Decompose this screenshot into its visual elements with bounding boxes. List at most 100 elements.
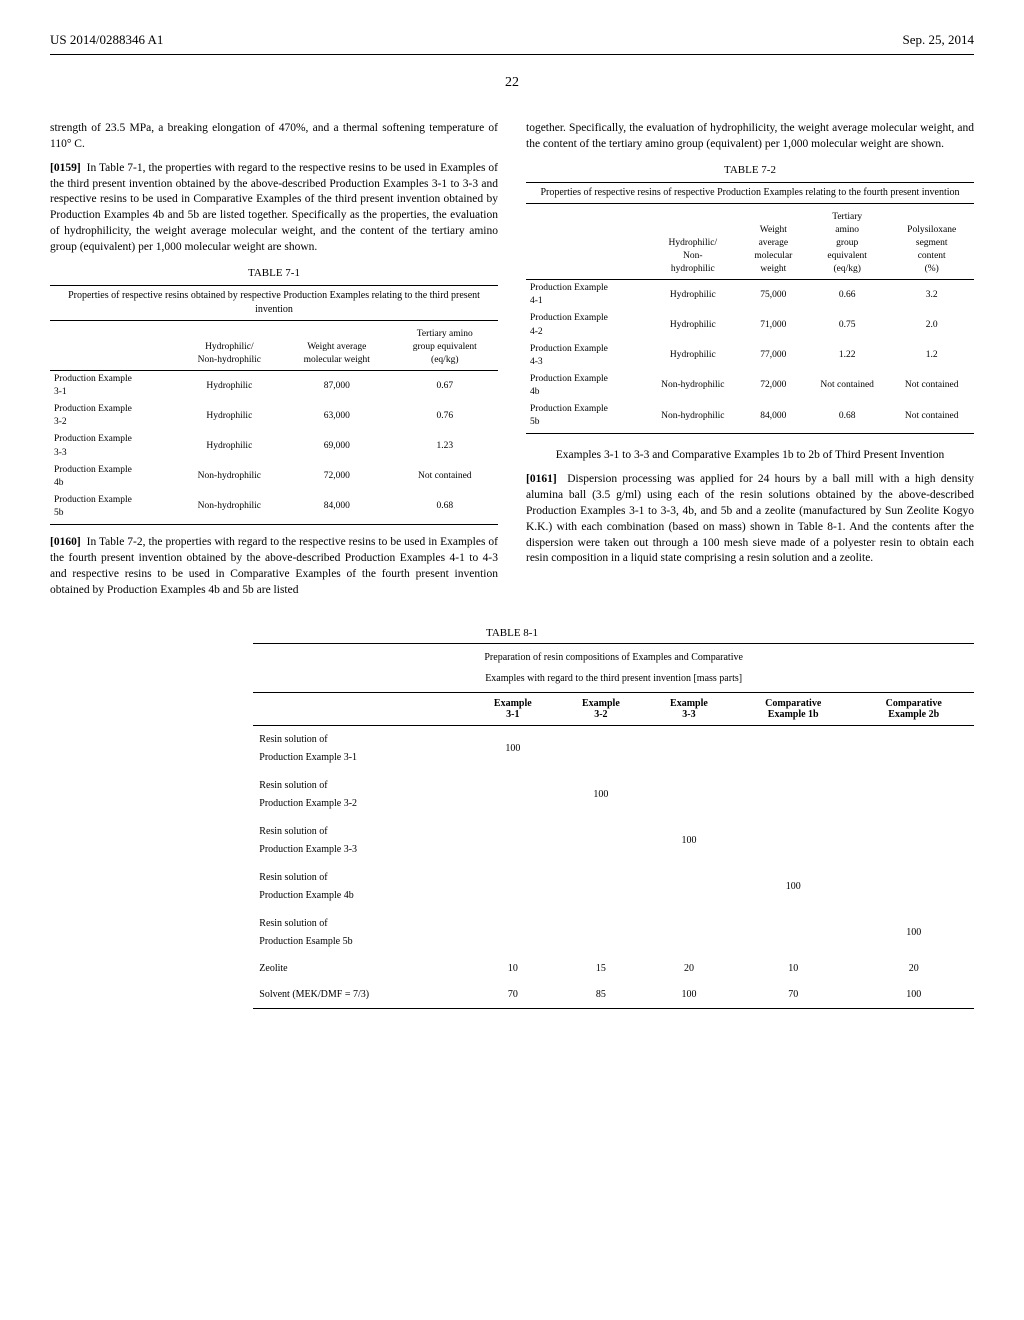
table-cell: 3.2 [889,280,974,311]
table-cell [645,725,733,772]
table-cell: 84,000 [282,492,392,525]
para-num: [0159] [50,162,81,174]
table-cell: Production Example4-2 [526,310,644,340]
table-row: Production Example4bNon-hydrophilic72,00… [50,462,498,492]
para-text: In Table 7-2, the properties with regard… [50,536,498,596]
table-cell: 0.75 [805,310,890,340]
para-text: Dispersion processing was applied for 24… [526,473,974,564]
table-cell: Resin solution ofProduction Example 3-3 [253,818,469,864]
table-cell: Not contained [889,401,974,434]
table-cell [733,725,853,772]
col-2: Weight average molecular weight [282,325,392,371]
publication-date: Sep. 25, 2014 [903,32,975,48]
table-cell: Non-hydrophilic [177,462,282,492]
left-column: strength of 23.5 MPa, a breaking elongat… [50,121,498,607]
table-cell [853,725,974,772]
table-cell: Resin solution ofProduction Example 4b [253,864,469,910]
table-cell [469,864,557,910]
table-cell: 0.68 [392,492,498,525]
table-cell: 10 [469,956,557,982]
para-0161: [0161] Dispersion processing was applied… [526,472,974,567]
table-cell [853,818,974,864]
col-3: Tertiary amino group equivalent (eq/kg) [805,208,890,280]
table-cell: 100 [557,772,645,818]
col-2: Weight average molecular weight [742,208,805,280]
running-header: US 2014/0288346 A1 Sep. 25, 2014 [50,32,974,48]
table-cell [853,864,974,910]
table-cell [645,772,733,818]
table-cell: 1.23 [392,431,498,461]
table-cell: 0.68 [805,401,890,434]
para-num: [0161] [526,473,557,485]
table-cell: 69,000 [282,431,392,461]
table-cell [557,818,645,864]
table-cell: 100 [645,818,733,864]
table-cell: Not contained [392,462,498,492]
table-cell: 63,000 [282,401,392,431]
table-cell: Hydrophilic [177,431,282,461]
table-cell: 2.0 [889,310,974,340]
table-cell: 72,000 [282,462,392,492]
table-8-1-caption: TABLE 8-1 [50,627,974,639]
table-cell: Resin solution ofProduction Example 3-1 [253,725,469,772]
table-cell: Non-hydrophilic [177,492,282,525]
col-1: Example 3-1 [469,692,557,725]
table-cell: 0.76 [392,401,498,431]
header-rule [50,54,974,55]
table-cell: Hydrophilic [644,280,742,311]
table-cell [469,818,557,864]
table-row: Production Example3-2Hydrophilic63,0000.… [50,401,498,431]
table-cell: 1.2 [889,341,974,371]
table-cell: Solvent (MEK/DMF = 7/3) [253,982,469,1009]
body-columns: strength of 23.5 MPa, a breaking elongat… [50,121,974,607]
table-cell [733,818,853,864]
para-text: In Table 7-1, the properties with regard… [50,162,498,253]
table-cell [557,864,645,910]
table-row: Production Example3-3Hydrophilic69,0001.… [50,431,498,461]
table-cell: 71,000 [742,310,805,340]
table-7-1-sub: Properties of respective resins obtained… [50,285,498,321]
table-row: Production Example4-1Hydrophilic75,0000.… [526,280,974,311]
para-0159: [0159] In Table 7-1, the properties with… [50,161,498,256]
col-4: Polysiloxane segment content (%) [889,208,974,280]
table-cell: Production Example5b [50,492,177,525]
table-cell: 85 [557,982,645,1009]
table-cell: 20 [645,956,733,982]
table-cell: Hydrophilic [177,370,282,401]
col-0 [526,208,644,280]
table-8-1: Preparation of resin compositions of Exa… [253,643,974,1009]
table-row: Production Example3-1Hydrophilic87,0000.… [50,370,498,401]
table-cell: 70 [733,982,853,1009]
page-number: 22 [50,75,974,91]
table-8-1-sub1: Preparation of resin compositions of Exa… [253,643,974,668]
table-row: Production Example4bNon-hydrophilic72,00… [526,371,974,401]
table-cell: Non-hydrophilic [644,401,742,434]
table-cell: Not contained [889,371,974,401]
table-cell [733,772,853,818]
table-cell: 75,000 [742,280,805,311]
table-row: Production Example5bNon-hydrophilic84,00… [50,492,498,525]
table-cell: Production Example4b [526,371,644,401]
table-cell: Production Example3-2 [50,401,177,431]
table-7-1: Hydrophilic/ Non-hydrophilic Weight aver… [50,325,498,525]
col-1: Hydrophilic/ Non- hydrophilic [644,208,742,280]
table-cell: Hydrophilic [177,401,282,431]
table-cell: 20 [853,956,974,982]
table-8-1-wrap: TABLE 8-1 Preparation of resin compositi… [50,627,974,1009]
table-cell: Production Example4b [50,462,177,492]
table-row: Resin solution ofProduction Example 3-3 1… [253,818,974,864]
table-cell: Resin solution ofProduction Esample 5b [253,910,469,956]
section-heading: Examples 3-1 to 3-3 and Comparative Exam… [526,448,974,464]
table-row: Production Example4-2Hydrophilic71,0000.… [526,310,974,340]
table-row: Resin solution ofProduction Example 4b10… [253,864,974,910]
table-cell [557,725,645,772]
table-cell: 70 [469,982,557,1009]
table-cell: Non-hydrophilic [644,371,742,401]
table-row: Zeolite1015201020 [253,956,974,982]
table-row: Resin solution ofProduction Example 3-11… [253,725,974,772]
table-8-1-sub2: Examples with regard to the third presen… [253,668,974,693]
table-cell: 72,000 [742,371,805,401]
table-cell: 15 [557,956,645,982]
table-cell: 100 [853,982,974,1009]
table-cell [469,910,557,956]
